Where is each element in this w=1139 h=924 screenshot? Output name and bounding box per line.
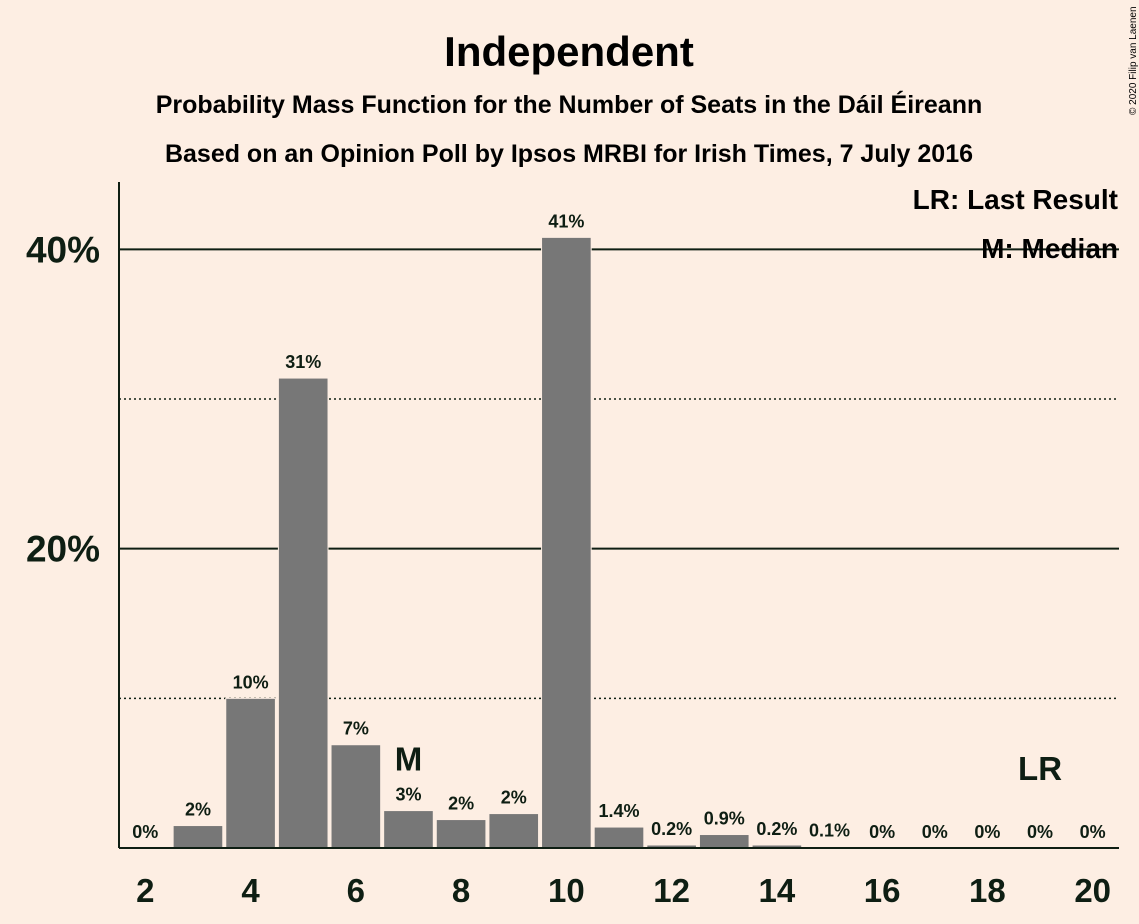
bar-seat-13 bbox=[698, 834, 750, 849]
bar-value-label-5: 31% bbox=[285, 352, 321, 372]
bar-seat-5 bbox=[277, 377, 329, 849]
legend-last-result: LR: Last Result bbox=[913, 184, 1118, 215]
bar-value-label-13: 0.9% bbox=[704, 809, 745, 829]
median-marker: M bbox=[395, 741, 423, 778]
y-tick-label-40: 40% bbox=[26, 229, 100, 270]
bar-seat-9 bbox=[488, 813, 540, 849]
bar-value-labels: 0% 2% 10% 31% 7% 3% 2% 2% 41% 1.4% 0.2% 0.9% 0.2% 0.1… bbox=[132, 211, 1105, 842]
bar-value-label-11: 1.4% bbox=[598, 801, 639, 821]
bar-seat-10 bbox=[541, 236, 592, 849]
bar-value-label-3: 2% bbox=[185, 800, 211, 820]
x-tick-label-6: 6 bbox=[347, 872, 365, 909]
bar-value-label-12: 0.2% bbox=[651, 819, 692, 839]
gridlines bbox=[119, 248, 1119, 700]
x-tick-label-2: 2 bbox=[136, 872, 154, 909]
bar-seat-11 bbox=[593, 826, 645, 849]
bar-value-label-8: 2% bbox=[448, 794, 474, 814]
bar-seat-6 bbox=[330, 744, 382, 849]
bar-value-label-19: 0% bbox=[1027, 822, 1053, 842]
bar-seat-7 bbox=[383, 810, 434, 849]
last-result-marker: LR bbox=[1018, 750, 1062, 787]
bar-seat-8 bbox=[435, 819, 487, 849]
x-tick-label-4: 4 bbox=[241, 872, 260, 909]
x-tick-label-14: 14 bbox=[759, 872, 796, 909]
legend: LR: Last Result M: Median bbox=[913, 184, 1118, 264]
bar-seat-4 bbox=[225, 697, 276, 849]
x-tick-label-16: 16 bbox=[864, 872, 901, 909]
bar-value-label-4: 10% bbox=[233, 672, 269, 692]
bar-value-label-9: 2% bbox=[501, 788, 527, 808]
chart-title: Independent bbox=[444, 28, 694, 75]
chart-subtitle: Probability Mass Function for the Number… bbox=[156, 90, 983, 119]
axes bbox=[118, 182, 1119, 849]
bar-value-label-18: 0% bbox=[974, 822, 1000, 842]
copyright-text: © 2020 Filip van Laenen bbox=[1128, 6, 1139, 115]
x-tick-label-8: 8 bbox=[452, 872, 470, 909]
bar-value-label-17: 0% bbox=[922, 822, 948, 842]
chart-subtitle-source: Based on an Opinion Poll by Ipsos MRBI f… bbox=[165, 140, 973, 168]
x-tick-label-12: 12 bbox=[653, 872, 690, 909]
bar-value-label-15: 0.1% bbox=[809, 821, 850, 841]
x-tick-label-18: 18 bbox=[969, 872, 1006, 909]
bar-value-label-14: 0.2% bbox=[756, 819, 797, 839]
bar-seat-3 bbox=[172, 825, 224, 849]
x-tick-labels: 2 4 6 8 10 12 14 16 18 20 bbox=[136, 872, 1111, 909]
x-tick-label-20: 20 bbox=[1074, 872, 1111, 909]
bar-value-label-6: 7% bbox=[343, 719, 369, 739]
y-tick-labels: 20% 40% bbox=[26, 229, 100, 569]
x-tick-label-10: 10 bbox=[548, 872, 585, 909]
bar-series bbox=[172, 236, 855, 849]
y-tick-label-20: 20% bbox=[26, 529, 100, 570]
bar-value-label-2: 0% bbox=[132, 822, 158, 842]
bar-value-label-7: 3% bbox=[395, 785, 421, 805]
markers: M LR bbox=[395, 741, 1062, 787]
bar-value-label-10: 41% bbox=[548, 211, 584, 231]
bar-value-label-16: 0% bbox=[869, 822, 895, 842]
bar-value-label-20: 0% bbox=[1080, 822, 1106, 842]
legend-median: M: Median bbox=[981, 233, 1118, 264]
